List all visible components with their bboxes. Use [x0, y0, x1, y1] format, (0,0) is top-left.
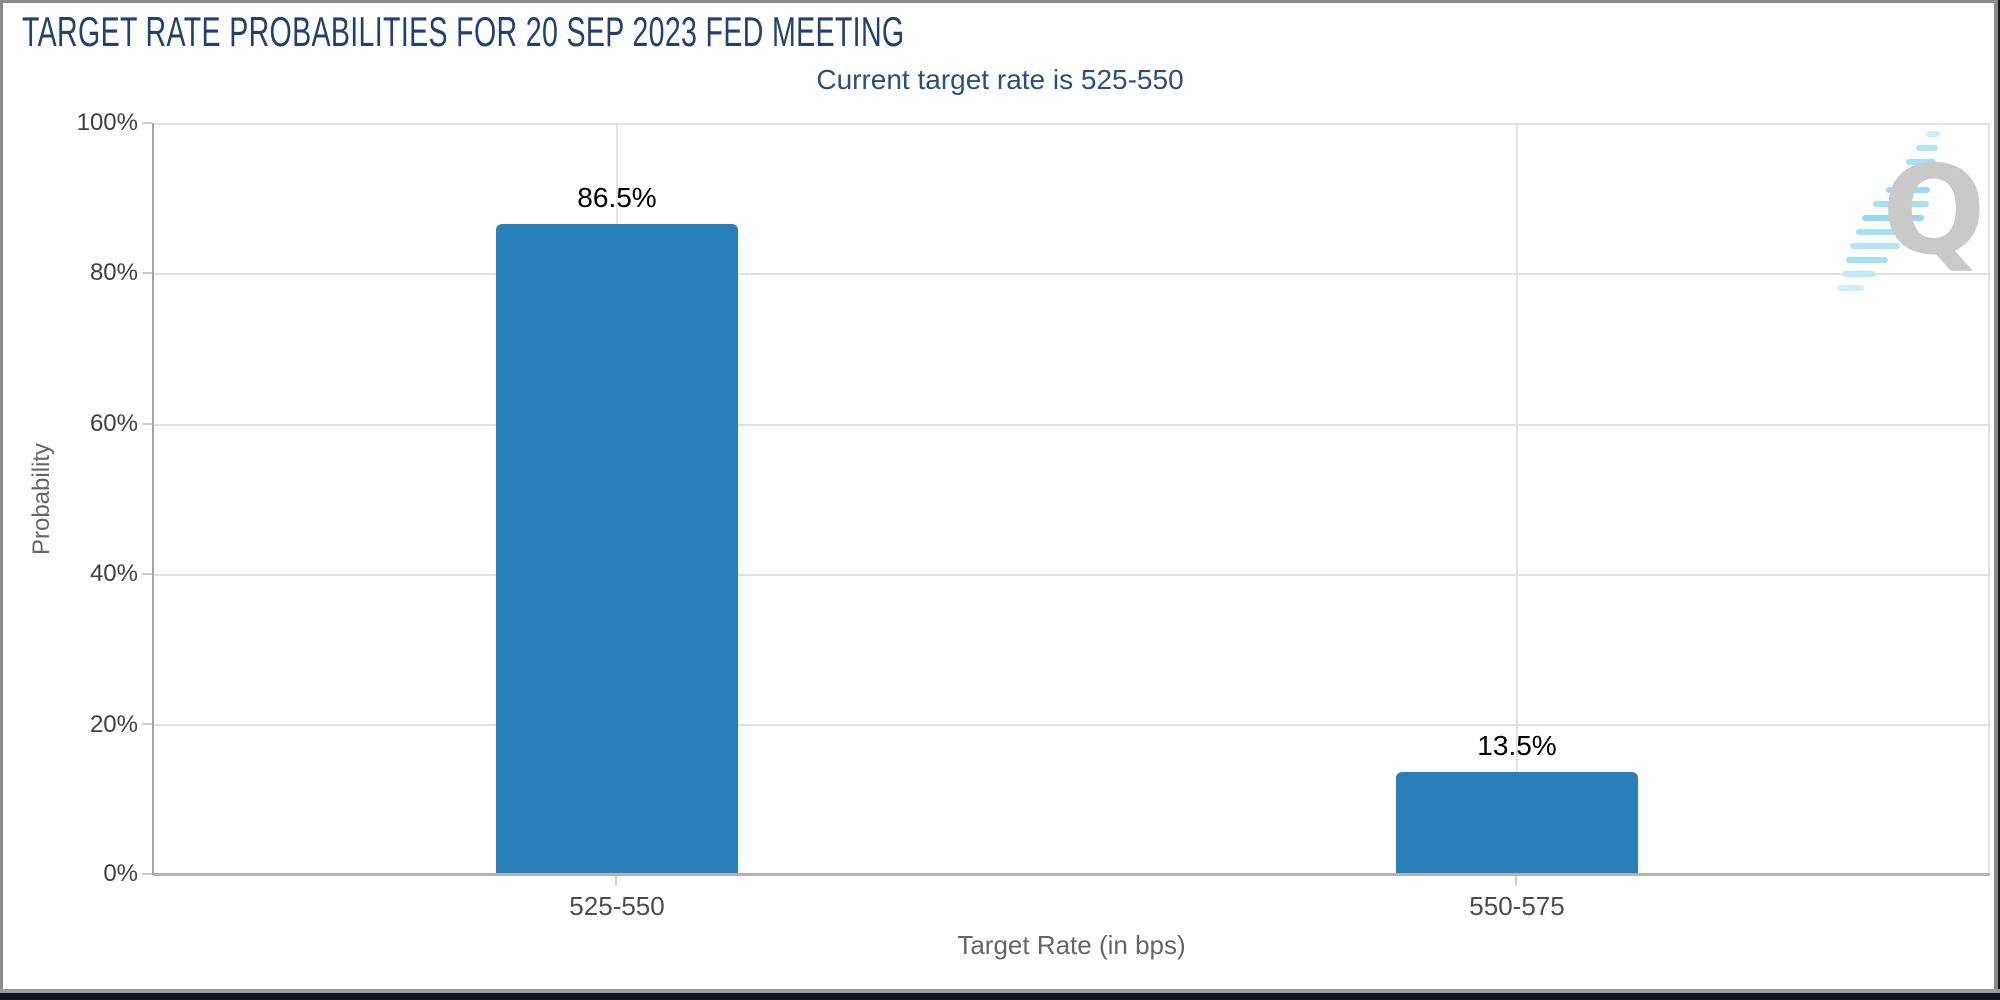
frame-border-bottom	[0, 989, 2000, 993]
gridline-100pct	[153, 123, 1990, 125]
frame-border-right-edge	[1998, 0, 2000, 1000]
x-axis-title: Target Rate (in bps)	[957, 930, 1186, 960]
gridline-80pct	[153, 273, 1990, 275]
y-tick	[142, 122, 152, 124]
y-axis-line	[152, 123, 154, 875]
y-tick-label: 0%	[103, 860, 138, 887]
y-axis-title: Probability	[28, 442, 55, 556]
bar-group-550-575: 13.5%	[1396, 123, 1638, 873]
bar-group-525-550: 86.5%	[496, 123, 738, 873]
y-tick	[142, 873, 152, 875]
plot-area	[152, 123, 1990, 876]
gridline-20pct	[153, 724, 1990, 726]
frame-border-right	[1994, 0, 1998, 1000]
y-tick-label: 60%	[89, 410, 138, 437]
x-tick	[1515, 876, 1517, 885]
y-tick-label: 100%	[76, 109, 138, 136]
watermark-q-icon: Q	[1882, 140, 1986, 282]
x-tick-label: 525-550	[569, 891, 665, 921]
bar-value-label: 86.5%	[577, 182, 657, 214]
plot-right-edge	[1988, 123, 1990, 873]
bar-525-550[interactable]	[496, 224, 738, 873]
x-tick-label: 550-575	[1469, 891, 1565, 921]
chart-title: TARGET RATE PROBABILITIES FOR 20 SEP 202…	[22, 8, 905, 55]
gridline-60pct	[153, 424, 1990, 426]
chart-subtitle: Current target rate is 525-550	[816, 64, 1184, 95]
footer-strip	[0, 993, 2000, 1000]
frame-border-top	[0, 0, 2000, 3]
y-tick	[142, 272, 152, 274]
y-tick	[142, 573, 152, 575]
bar-value-label: 13.5%	[1477, 729, 1557, 761]
bar-550-575[interactable]	[1396, 771, 1638, 873]
x-axis-line	[153, 873, 1990, 876]
x-tick	[615, 876, 617, 885]
gridline-category-2	[1516, 123, 1518, 873]
frame-border-left	[0, 0, 3, 1000]
y-tick-label: 40%	[89, 560, 138, 587]
y-tick	[142, 723, 152, 725]
y-tick-label: 80%	[89, 259, 138, 286]
gridline-40pct	[153, 574, 1990, 576]
y-tick	[142, 423, 152, 425]
y-tick-label: 20%	[89, 711, 138, 738]
